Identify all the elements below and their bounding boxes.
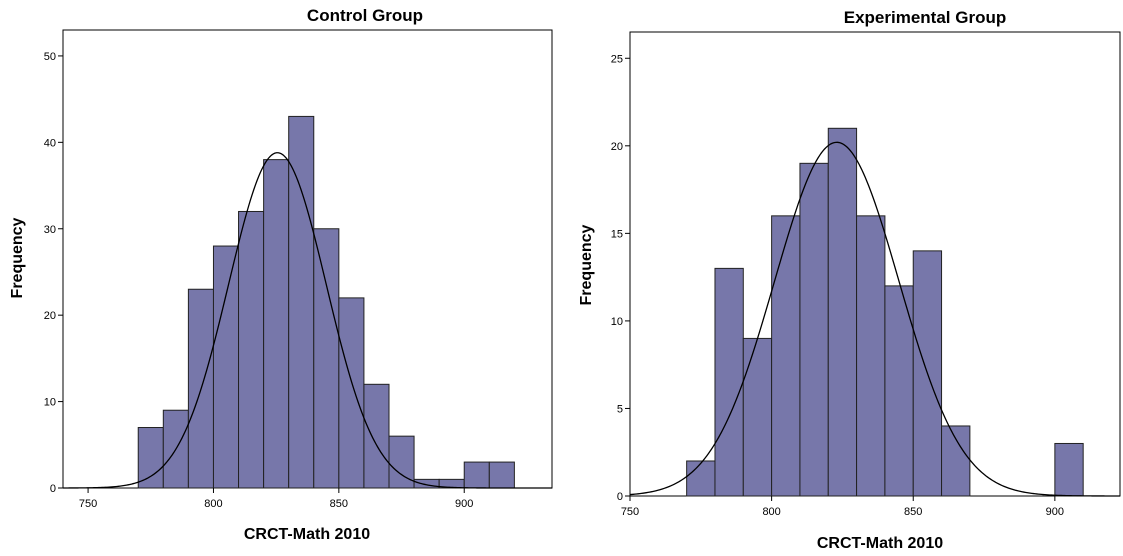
normal-curve [629,141,1120,497]
x-tick-label: 750 [79,498,97,510]
x-tick-label: 850 [330,498,348,510]
histogram-bar [238,210,265,489]
histogram-bar [941,425,971,497]
chart-title: Experimental Group [844,8,1006,27]
x-axis-label: CRCT-Math 2010 [817,535,943,552]
histogram-bar [263,159,290,489]
x-tick-label: 900 [1046,506,1064,518]
x-tick-label: 850 [904,506,922,518]
histogram-bar [162,409,189,489]
y-axis-label: Frequency [578,224,595,305]
x-tick-label: 800 [204,498,222,510]
y-tick-label: 30 [44,224,56,236]
normal-curve [62,152,552,489]
histogram-bar [714,267,744,497]
y-tick-label: 0 [617,491,623,503]
y-tick-label: 20 [44,310,56,322]
histogram-bar [338,297,365,489]
y-tick-label: 10 [44,397,56,409]
histogram-bar [313,228,340,489]
y-tick-label: 20 [611,141,623,153]
histogram-bar [463,461,490,489]
y-tick-label: 5 [617,403,623,415]
histogram-bar [856,215,886,497]
histogram-bar [488,461,515,489]
y-tick-label: 10 [611,316,623,328]
x-tick-label: 750 [621,506,639,518]
histogram-bar [137,427,164,489]
chart-panel-1: 0 10 20 30 40 50 750 800 850 900 Control Group CRCT… [9,6,553,543]
x-tick-label: 900 [455,498,473,510]
y-tick-label: 25 [611,53,623,65]
histogram-bar [363,383,390,489]
histogram-bar [212,245,240,489]
histogram-bar [288,115,315,489]
histogram-bar [771,215,801,497]
y-tick-label: 50 [44,51,56,63]
chart-panel-2: 0 5 10 15 20 25 750 800 850 900 Experimental Group… [578,8,1121,552]
y-tick-label: 0 [50,483,56,495]
y-axis-label: Frequency [9,217,26,298]
chart-title: Control Group [307,6,423,25]
x-axis-label: CRCT-Math 2010 [244,526,370,543]
histogram-bar [799,162,829,497]
y-tick-label: 15 [611,228,623,240]
histogram-bar [686,460,716,497]
y-tick-label: 40 [44,137,56,149]
histogram-bar [742,337,773,497]
histogram-bar [1054,442,1084,497]
histogram-bar [827,127,858,497]
x-tick-label: 800 [762,506,780,518]
